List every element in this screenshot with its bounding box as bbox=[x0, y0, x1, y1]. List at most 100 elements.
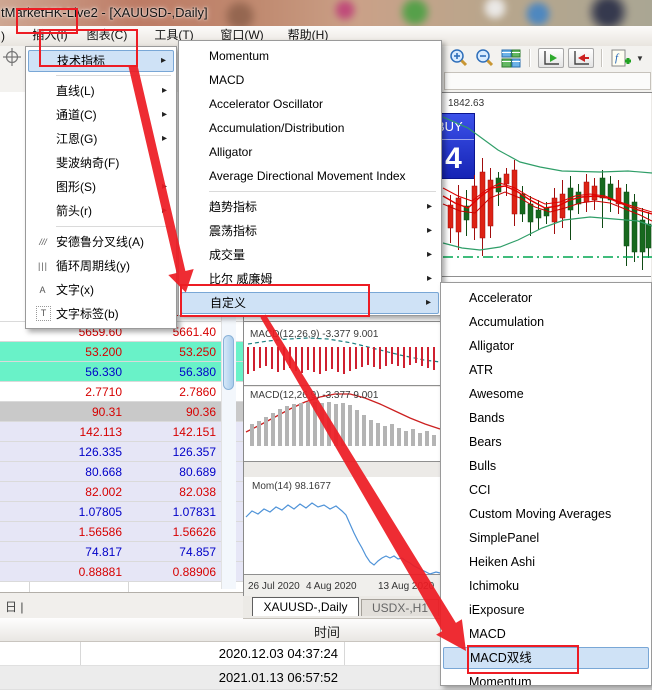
ask-cell: 74.857 bbox=[179, 545, 216, 559]
svg-text:f: f bbox=[615, 52, 620, 64]
insert-menu-item-3[interactable]: 通道(C) ▸ bbox=[28, 103, 174, 127]
insert-menu-label-9: 安德鲁分叉线(A) bbox=[56, 235, 144, 249]
chart-autoscroll-button[interactable] bbox=[568, 48, 594, 68]
indicators-menu-label-5: Average Directional Movement Index bbox=[209, 169, 406, 183]
ask-cell: 53.250 bbox=[179, 345, 216, 359]
indicators-menu-item-2[interactable]: Accelerator Oscillator bbox=[181, 92, 439, 116]
bid-cell: 0.88881 bbox=[78, 565, 122, 579]
insert-menu-item-7[interactable]: 箭头(r) ▸ bbox=[28, 199, 174, 223]
indicators-menu-item-0[interactable]: Momentum bbox=[181, 44, 439, 68]
menubar-item-4[interactable]: 帮助(H) bbox=[287, 28, 329, 42]
market-watch-row-8[interactable]: 80.668 80.689 bbox=[0, 462, 243, 482]
market-watch-row-5[interactable]: 90.31 90.36 bbox=[0, 402, 243, 422]
market-watch-row-6[interactable]: 142.113 142.151 bbox=[0, 422, 243, 442]
insert-menu-label-12: 文字标签(b) bbox=[56, 307, 119, 321]
insert-menu-item-6[interactable]: 图形(S) ▸ bbox=[28, 175, 174, 199]
market-watch-row-4[interactable]: 2.7710 2.7860 bbox=[0, 382, 243, 402]
custom-menu-item-15[interactable]: MACD双线 bbox=[443, 647, 649, 669]
menubar-item-2[interactable]: 工具(T) bbox=[154, 28, 194, 42]
bid-cell: 90.31 bbox=[91, 405, 122, 419]
custom-menu-item-0[interactable]: Accelerator bbox=[443, 286, 649, 310]
market-watch-row-10[interactable]: 1.07805 1.07831 bbox=[0, 502, 243, 522]
custom-menu-item-6[interactable]: Bears bbox=[443, 430, 649, 454]
custom-menu-item-4[interactable]: Awesome bbox=[443, 382, 649, 406]
zoom-in-icon[interactable] bbox=[446, 47, 472, 69]
momentum-label: Mom(14) 98.1677 bbox=[252, 481, 331, 492]
insert-menu-item-10[interactable]: ||| 循环周期线(y) bbox=[28, 254, 174, 278]
submenu-arrow-icon: ▸ bbox=[161, 205, 167, 216]
globe-icon[interactable] bbox=[648, 47, 652, 69]
custom-menu-item-9[interactable]: Custom Moving Averages bbox=[443, 502, 649, 526]
chart-tab-0[interactable]: XAUUSD-,Daily bbox=[252, 597, 359, 616]
indicators-menu-item-3[interactable]: Accumulation/Distribution bbox=[181, 116, 439, 140]
toolbar-separator bbox=[601, 49, 603, 67]
market-watch-row-2[interactable]: 53.200 53.250 bbox=[0, 342, 243, 362]
custom-menu-item-10[interactable]: SimplePanel bbox=[443, 526, 649, 550]
table-gridline bbox=[80, 618, 81, 686]
indicators-menu-item-4[interactable]: Alligator bbox=[181, 140, 439, 164]
custom-menu-item-14[interactable]: MACD bbox=[443, 622, 649, 646]
custom-menu-item-7[interactable]: Bulls bbox=[443, 454, 649, 478]
chart-tab-1[interactable]: USDX-,H1 bbox=[361, 599, 439, 616]
custom-menu-item-5[interactable]: Bands bbox=[443, 406, 649, 430]
custom-menu-label-14: MACD bbox=[469, 627, 506, 641]
zoom-out-icon[interactable] bbox=[472, 47, 498, 69]
insert-menu-item-0[interactable]: 技术指标 ▸ bbox=[28, 50, 174, 72]
insert-menu-item-4[interactable]: 江恩(G) ▸ bbox=[28, 127, 174, 151]
custom-menu-item-1[interactable]: Accumulation bbox=[443, 310, 649, 334]
custom-menu-item-8[interactable]: CCI bbox=[443, 478, 649, 502]
text-icon: A bbox=[39, 285, 47, 295]
custom-menu-item-3[interactable]: ATR bbox=[443, 358, 649, 382]
indicators-menu-item-1[interactable]: MACD bbox=[181, 68, 439, 92]
insert-menu-separator bbox=[56, 226, 171, 227]
tile-windows-icon[interactable] bbox=[498, 47, 524, 69]
menubar-item-3[interactable]: 窗口(W) bbox=[220, 28, 264, 42]
status-bar: 日 | bbox=[0, 592, 243, 618]
indicators-menu-label-4: Alligator bbox=[209, 145, 253, 159]
market-watch-row-3[interactable]: 56.330 56.380 bbox=[0, 362, 243, 382]
custom-menu-item-16[interactable]: Momentum bbox=[443, 670, 649, 685]
insert-menu-item-12[interactable]: T 文字标签(b) bbox=[28, 302, 174, 326]
menu-item-partial[interactable]: ) bbox=[1, 29, 5, 43]
custom-menu-item-2[interactable]: Alligator bbox=[443, 334, 649, 358]
text-label-icon: T bbox=[36, 306, 51, 321]
custom-menu-item-11[interactable]: Heiken Ashi bbox=[443, 550, 649, 574]
insert-menu-label-3: 通道(C) bbox=[56, 108, 97, 122]
market-watch-row-12[interactable]: 74.817 74.857 bbox=[0, 542, 243, 562]
submenu-arrow-icon: ▸ bbox=[425, 297, 431, 308]
crosshair-icon[interactable] bbox=[3, 48, 21, 71]
submenu-arrow-icon: ▸ bbox=[426, 273, 432, 284]
market-watch-row-13[interactable]: 0.88881 0.88906 bbox=[0, 562, 243, 582]
add-indicator-icon[interactable]: f bbox=[608, 47, 634, 69]
insert-menu-item-11[interactable]: A 文字(x) bbox=[28, 278, 174, 302]
insert-menu-label-11: 文字(x) bbox=[56, 283, 94, 297]
custom-menu-item-12[interactable]: Ichimoku bbox=[443, 574, 649, 598]
indicators-menu-item-8[interactable]: 震荡指标 ▸ bbox=[181, 219, 439, 243]
insert-menu-item-9[interactable]: /// 安德鲁分叉线(A) bbox=[28, 230, 174, 254]
indicators-menu-item-5[interactable]: Average Directional Movement Index bbox=[181, 164, 439, 188]
custom-menu-item-13[interactable]: iExposure bbox=[443, 598, 649, 622]
bid-cell: 82.002 bbox=[85, 485, 122, 499]
market-watch-row-11[interactable]: 1.56586 1.56626 bbox=[0, 522, 243, 542]
market-watch-row-7[interactable]: 126.335 126.357 bbox=[0, 442, 243, 462]
indicator-dropdown-icon[interactable]: ▼ bbox=[636, 53, 644, 63]
indicators-menu-item-7[interactable]: 趋势指标 ▸ bbox=[181, 195, 439, 219]
insert-menu-item-5[interactable]: 斐波纳奇(F) bbox=[28, 151, 174, 175]
indicators-menu-item-9[interactable]: 成交量 ▸ bbox=[181, 243, 439, 267]
ask-cell: 56.380 bbox=[179, 365, 216, 379]
indicators-menu-item-11[interactable]: 自定义 ▸ bbox=[181, 292, 439, 314]
market-watch-row-9[interactable]: 82.002 82.038 bbox=[0, 482, 243, 502]
chart-shift-button[interactable] bbox=[538, 48, 564, 68]
menubar-item-1[interactable]: 图表(C) bbox=[86, 28, 128, 42]
scrollbar-thumb[interactable] bbox=[223, 335, 234, 390]
ask-cell: 80.689 bbox=[179, 465, 216, 479]
insert-menu-label-4: 江恩(G) bbox=[56, 132, 98, 146]
toolbar-inset-panel bbox=[444, 72, 651, 90]
indicators-menu-item-10[interactable]: 比尔 威廉姆 ▸ bbox=[181, 267, 439, 291]
insert-menu-item-2[interactable]: 直线(L) ▸ bbox=[28, 79, 174, 103]
indicators-menu-label-7: 趋势指标 bbox=[209, 200, 258, 214]
menubar-item-0[interactable]: 插入(I) bbox=[32, 28, 68, 42]
window-title: tMarketHK-Live2 - [XAUUSD-,Daily] bbox=[1, 5, 208, 20]
ask-cell: 82.038 bbox=[179, 485, 216, 499]
